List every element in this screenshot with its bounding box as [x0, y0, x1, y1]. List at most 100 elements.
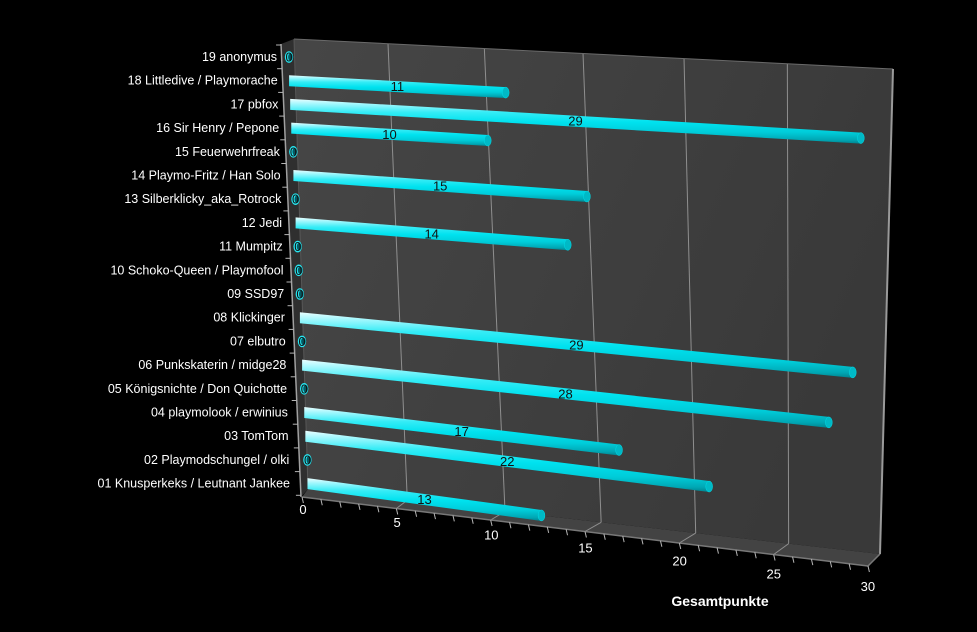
bar	[307, 478, 542, 521]
value-label: 0	[294, 240, 301, 254]
gridline-floor	[679, 532, 696, 544]
x-tick	[678, 542, 682, 550]
category-label: 10 Schoko-Queen / Playmofool	[110, 263, 283, 277]
bar	[299, 312, 853, 378]
gridline	[786, 63, 790, 544]
x-tick	[376, 506, 380, 513]
bar-end-cap	[502, 86, 510, 99]
x-tick-label: 30	[861, 579, 875, 594]
x-axis-title: Gesamtpunkte	[671, 593, 768, 609]
value-label: 0	[301, 382, 308, 396]
bar-end-cap	[705, 480, 713, 493]
bar-zero-stub-face	[303, 385, 308, 393]
x-tick	[433, 512, 436, 520]
value-label: 0	[296, 288, 303, 302]
value-label: 28	[558, 386, 572, 401]
bar	[289, 75, 506, 99]
left-wall	[281, 39, 308, 497]
bar-end-cap	[484, 134, 492, 147]
bar-end-cap	[583, 190, 591, 203]
floor	[302, 489, 880, 566]
x-tick	[339, 501, 342, 508]
x-tick	[792, 556, 795, 563]
bar-end-cap	[825, 416, 833, 429]
x-tick-label: 10	[484, 528, 498, 543]
bar-zero-stub-face	[288, 53, 293, 61]
category-label: 11 Mumpitz	[219, 240, 283, 254]
value-label: 0	[295, 264, 302, 278]
value-label: 0	[290, 145, 297, 159]
category-label: 16 Sir Henry / Pepone	[156, 121, 279, 135]
value-label: 11	[391, 79, 405, 94]
bar-end-cap	[849, 366, 857, 379]
x-tick	[641, 538, 644, 545]
value-label: 22	[500, 454, 514, 469]
bars	[284, 51, 865, 522]
value-label: 14	[424, 226, 438, 241]
x-tick	[716, 547, 719, 554]
value-label: 29	[568, 114, 582, 129]
category-label: 15 Feuerwehrfreak	[175, 145, 281, 159]
category-label: 14 Playmo-Fritz / Han Solo	[131, 169, 280, 183]
x-tick	[509, 522, 512, 529]
bar-zero-stub-face	[306, 456, 312, 464]
value-label: 17	[454, 424, 468, 439]
category-label: 04 playmolook / erwinius	[151, 406, 288, 420]
top-edge	[293, 38, 894, 70]
bar-end-cap	[537, 509, 546, 522]
category-label: 19 anonymus	[202, 50, 277, 64]
value-label: 0	[292, 193, 299, 207]
x-tick	[395, 508, 399, 515]
x-tick-label: 0	[299, 502, 306, 517]
x-tick-label: 20	[672, 553, 686, 568]
category-label: 13 Silberklicky_aka_Rotrock	[124, 192, 282, 206]
x-tick	[829, 561, 833, 568]
bar	[304, 407, 620, 456]
x-tick	[301, 496, 304, 504]
bar	[302, 359, 829, 428]
gridline-floor	[584, 521, 602, 532]
gridline	[683, 58, 697, 534]
category-label: 18 Littledive / Playmorache	[128, 74, 278, 88]
category-label: 08 Klickinger	[213, 311, 285, 325]
axis-ticks	[276, 44, 870, 573]
value-label: 29	[569, 338, 583, 353]
bar-zero-stub-face	[296, 242, 302, 251]
x-tick	[546, 526, 550, 534]
bar-zero-stub-face	[301, 337, 306, 346]
x-tick	[603, 533, 606, 540]
x-tick	[584, 531, 587, 538]
x-tick	[773, 554, 776, 561]
value-label: 15	[433, 179, 447, 194]
x-tick	[659, 540, 663, 547]
category-label: 05 Königsnichte / Don Quichotte	[108, 382, 287, 396]
bar-end-cap	[564, 239, 572, 251]
x-tick	[565, 529, 569, 536]
gridline-floor	[773, 543, 789, 555]
category-label: 07 elbutro	[230, 334, 286, 348]
bar-zero-stub-face	[294, 195, 300, 203]
category-label: 01 Knusperkeks / Leutnant Jankee	[98, 477, 291, 491]
bar	[290, 98, 861, 144]
value-label: 13	[417, 492, 431, 507]
x-tick	[452, 515, 455, 522]
x-tick	[697, 545, 701, 552]
category-label: 17 pbfox	[230, 97, 279, 111]
x-tick-label: 5	[394, 515, 401, 530]
floor-right-edge	[867, 553, 881, 567]
x-tick	[810, 558, 814, 566]
x-tick-label: 15	[578, 541, 592, 556]
value-labels: 0 11 29 10 0 15 0 14 0 0 0 29 0 28 0 17 22 0 13	[286, 51, 584, 508]
bar	[291, 122, 488, 147]
value-label: 0	[286, 51, 293, 65]
bar-zero-stub-face	[297, 266, 303, 274]
bar-end-cap	[857, 132, 865, 144]
x-tick	[622, 535, 625, 543]
category-label: 02 Playmodschungel / olki	[144, 453, 289, 467]
bar	[305, 430, 710, 493]
x-tick	[358, 503, 361, 511]
right-edge	[879, 68, 894, 555]
x-tick	[320, 499, 323, 506]
x-tick	[867, 565, 870, 573]
